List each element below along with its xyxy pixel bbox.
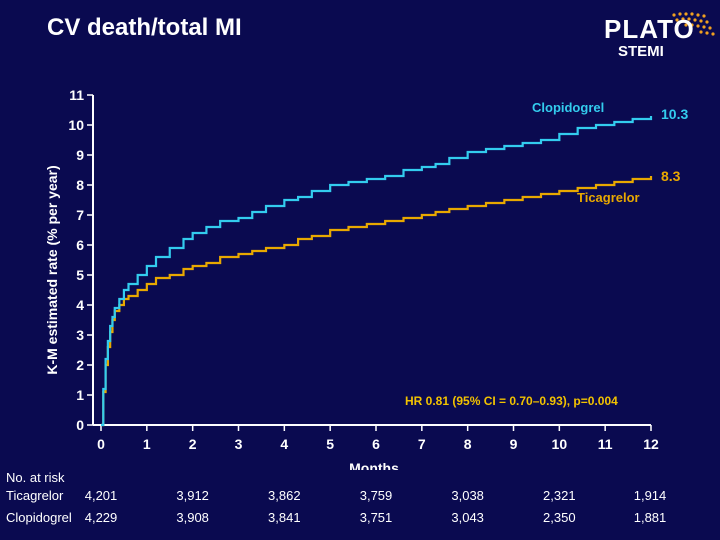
series-line-clopidogrel — [101, 116, 653, 427]
y-tick-label: 0 — [76, 417, 84, 433]
at-risk-value: 3,043 — [451, 510, 484, 525]
x-tick-label: 1 — [143, 436, 151, 452]
x-tick-label: 4 — [280, 436, 288, 452]
at-risk-value: 4,229 — [84, 510, 118, 525]
y-tick-label: 9 — [76, 147, 84, 163]
y-tick-label: 3 — [76, 327, 84, 343]
x-tick-label: 7 — [418, 436, 426, 452]
page-title: CV death/total MI — [47, 14, 242, 41]
at-risk-row-label: Ticagrelor — [6, 488, 64, 503]
chart-labels: Clopidogrel Ticagrelor 10.3 8.3 HR 0.81 (95%… — [405, 100, 688, 408]
end-label-ticagrelor: 8.3 — [661, 168, 681, 184]
at-risk-value: 3,912 — [176, 488, 209, 503]
x-tick-label: 8 — [464, 436, 472, 452]
at-risk-value: 1,914 — [633, 488, 667, 503]
x-tick-label: 0 — [97, 436, 105, 452]
y-tick-label: 2 — [76, 357, 84, 373]
at-risk-value: 1,881 — [633, 510, 667, 525]
logo-subtitle: STEMI — [618, 43, 664, 60]
x-axis-title: Months — [349, 460, 399, 470]
y-tick-label: 5 — [76, 267, 84, 283]
at-risk-value: 2,321 — [543, 488, 576, 503]
end-label-clopidogrel: 10.3 — [661, 106, 688, 122]
x-tick-label: 9 — [510, 436, 518, 452]
x-tick-label: 11 — [598, 436, 613, 452]
x-tick-label: 3 — [235, 436, 243, 452]
at-risk-value: 3,759 — [359, 488, 393, 503]
y-tick-label: 7 — [76, 207, 84, 223]
chart-series — [101, 116, 653, 427]
y-tick-label: 11 — [69, 87, 84, 103]
at-risk-value: 3,841 — [268, 510, 301, 525]
logo-dots-icon — [672, 12, 715, 36]
legend-clopidogrel: Clopidogrel — [532, 100, 604, 115]
x-tick-label: 2 — [189, 436, 197, 452]
y-axis-title: K-M estimated rate (% per year) — [44, 165, 60, 374]
series-line-ticagrelor — [101, 176, 653, 427]
at-risk-value: 3,751 — [359, 510, 393, 525]
y-tick-label: 10 — [68, 117, 84, 133]
logo-word: PLATO — [604, 14, 695, 44]
hazard-ratio-annotation: HR 0.81 (95% CI = 0.70–0.93), p=0.004 — [405, 394, 618, 408]
y-tick-label: 6 — [76, 237, 84, 253]
x-tick-label: 12 — [643, 436, 659, 452]
x-tick-label: 5 — [326, 436, 334, 452]
at-risk-value: 3,862 — [268, 488, 301, 503]
at-risk-value: 4,201 — [84, 488, 118, 503]
x-tick-label: 6 — [372, 436, 380, 452]
at-risk-value: 3,908 — [176, 510, 209, 525]
plato-logo: PLATO STEMI — [598, 12, 716, 64]
at-risk-row-label: Clopidogrel — [6, 510, 72, 525]
legend-ticagrelor: Ticagrelor — [577, 190, 640, 205]
y-tick-label: 4 — [76, 297, 84, 313]
x-tick-label: 10 — [552, 436, 568, 452]
at-risk-value: 2,350 — [543, 510, 576, 525]
y-tick-label: 1 — [76, 387, 84, 403]
at-risk-heading: No. at risk — [6, 470, 65, 485]
at-risk-value: 3,038 — [451, 488, 484, 503]
y-tick-label: 8 — [76, 177, 84, 193]
